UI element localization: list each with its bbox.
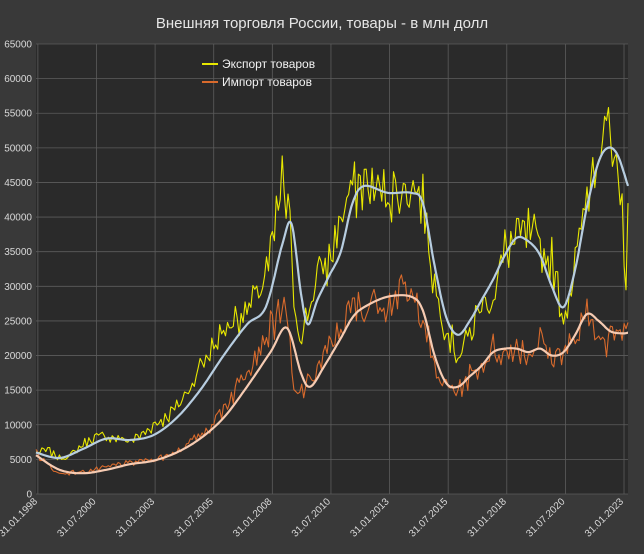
y-tick-label: 35000	[4, 247, 32, 258]
x-tick-label: 31.07.2010	[290, 496, 333, 539]
y-tick-label: 50000	[4, 143, 32, 154]
x-tick-label: 31.07.2015	[407, 496, 450, 539]
x-tick-label: 31.01.2018	[466, 496, 509, 539]
x-tick-label: 31.01.2008	[231, 496, 274, 539]
y-tick-label: 40000	[4, 213, 32, 224]
x-tick-label: 31.01.2013	[349, 496, 392, 539]
x-axis-ticks: 31.01.1998 31.07.2000 31.01.2003 31.07.2005…	[0, 496, 626, 539]
legend: Экспорт товаров Импорт товаров	[202, 57, 315, 89]
y-tick-label: 55000	[4, 109, 32, 120]
x-tick-label: 31.01.2023	[583, 496, 626, 539]
y-tick-label: 20000	[4, 351, 32, 362]
x-tick-label: 31.01.2003	[114, 496, 157, 539]
y-tick-label: 5000	[10, 455, 33, 466]
series-line-2	[35, 146, 630, 460]
legend-label-import: Импорт товаров	[222, 75, 312, 89]
series-layer	[35, 106, 630, 476]
series-line-0	[35, 106, 629, 461]
y-tick-label: 15000	[4, 386, 32, 397]
y-tick-label: 10000	[4, 420, 32, 431]
x-tick-label: 31.07.2020	[524, 496, 567, 539]
y-tick-label: 30000	[4, 282, 32, 293]
y-tick-label: 65000	[4, 40, 32, 51]
y-tick-label: 0	[26, 490, 32, 501]
chart-title: Внешняя торговля России, товары - в млн …	[156, 15, 488, 32]
y-tick-label: 60000	[4, 74, 32, 85]
series-line-3	[35, 294, 629, 475]
y-axis-ticks: 0 5000 10000 15000 20000 25000 30000 35000 40000…	[4, 40, 32, 501]
y-tick-label: 25000	[4, 316, 32, 327]
x-tick-label: 31.07.2000	[55, 496, 98, 539]
y-tick-label: 45000	[4, 178, 32, 189]
x-tick-label: 31.01.1998	[0, 496, 40, 539]
legend-label-export: Экспорт товаров	[222, 57, 315, 71]
grid	[36, 43, 628, 495]
x-tick-label: 31.07.2005	[173, 496, 216, 539]
